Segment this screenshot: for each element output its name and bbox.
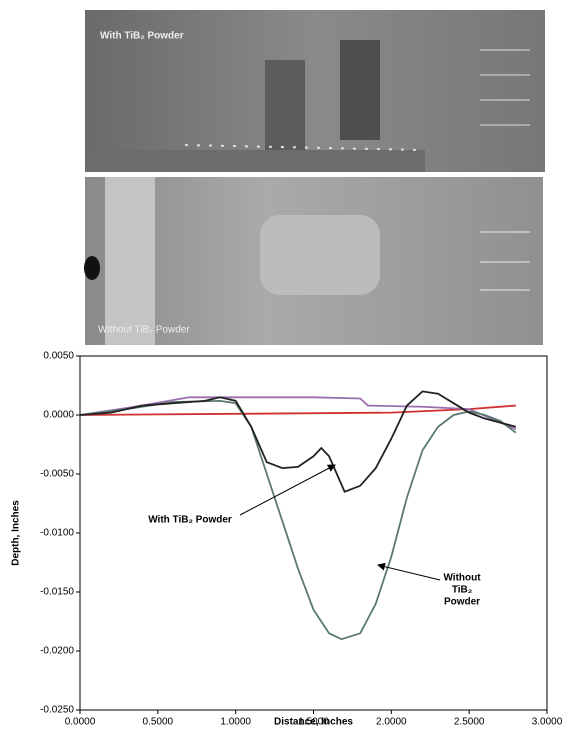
- y-tick-label: -0.0100: [40, 528, 74, 539]
- x-tick-label: 2.5000: [454, 717, 485, 728]
- chart: 0.0050 0.0000 -0.0050 -0.0100 -0.0150 -0.0200…: [11, 351, 563, 728]
- x-tick-label: 1.0000: [220, 717, 251, 728]
- x-axis-title: Distance, Inches: [274, 717, 353, 728]
- x-tick-label: 0.0000: [65, 717, 96, 728]
- y-tick-label: -0.0250: [40, 705, 74, 716]
- annotation-arrow: [378, 565, 440, 580]
- y-tick-label: -0.0050: [40, 469, 74, 480]
- photo-label: Without TiB₂ Powder: [98, 325, 190, 336]
- annotation: Without: [443, 573, 481, 584]
- annotation: TiB₂: [452, 585, 472, 596]
- y-tick-label: -0.0150: [40, 587, 74, 598]
- x-tick-label: 0.5000: [143, 717, 174, 728]
- y-tick-label: 0.0000: [43, 410, 74, 421]
- y-tick-label: 0.0050: [43, 351, 74, 362]
- x-tick-label: 3.0000: [532, 717, 563, 728]
- photo-label: With TiB₂ Powder: [100, 31, 184, 42]
- x-tick-label: 2.0000: [376, 717, 407, 728]
- photo-bottom: Without TiB₂ Powder: [84, 177, 543, 345]
- y-axis-title: Depth, Inches: [11, 500, 22, 566]
- y-tick-label: -0.0200: [40, 646, 74, 657]
- photo-top: With TiB₂ Powder: [85, 10, 545, 172]
- annotation: With TiB₂ Powder: [148, 515, 232, 526]
- annotation: Powder: [444, 597, 480, 608]
- annotation-arrow: [240, 465, 335, 515]
- figure: With TiB₂ Powder Without TiB₂ Powder 0.0…: [0, 0, 579, 729]
